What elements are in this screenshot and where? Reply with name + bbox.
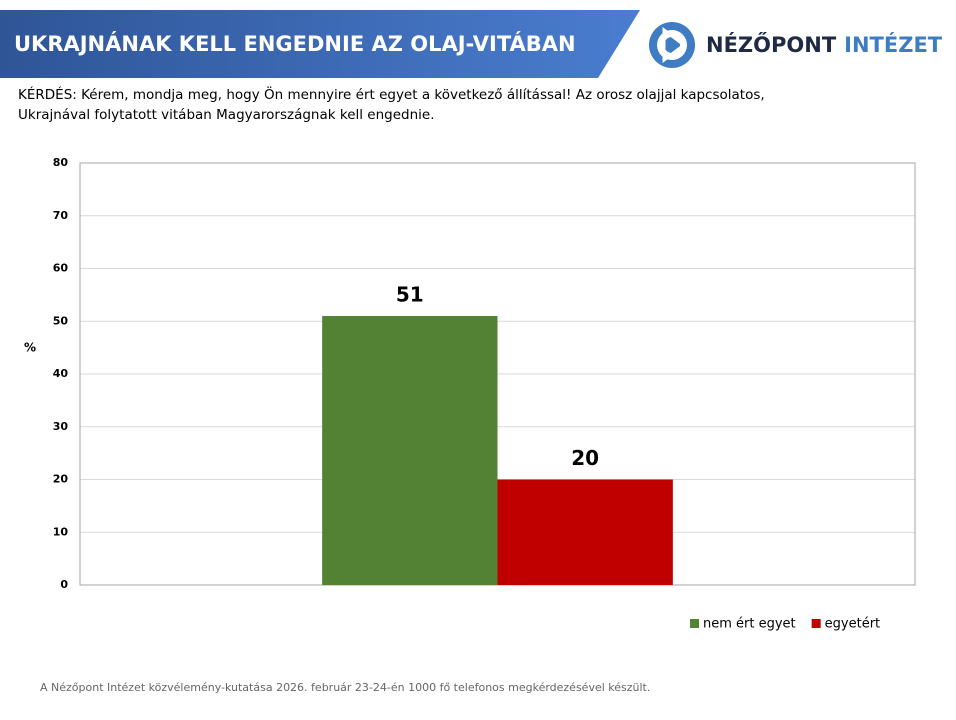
y-tick-label: 30 (53, 420, 69, 433)
data-label: 51 (396, 282, 424, 306)
data-label: 20 (571, 446, 599, 470)
bar (322, 315, 498, 585)
title: UKRAJNÁNAK KELL ENGEDNIE AZ OLAJ-VITÁBAN (14, 31, 576, 56)
bar (497, 479, 673, 585)
question-line: Ukrajnával folytatott vitában Magyarorsz… (18, 107, 435, 123)
y-tick-label: 0 (60, 578, 68, 591)
logo-name-accent: INTÉZET (844, 32, 943, 57)
legend-swatch (811, 619, 821, 628)
logo-name-main: NÉZŐPONT (706, 32, 837, 57)
y-tick-label: 80 (53, 156, 69, 169)
legend-label: egyetért (825, 617, 880, 632)
y-tick-label: 50 (53, 314, 69, 327)
y-tick-label: 20 (53, 473, 69, 486)
legend-label: nem ért egyet (703, 617, 796, 632)
y-axis-label: % (24, 341, 36, 355)
logo-name: NÉZŐPONT INTÉZET (706, 32, 943, 57)
y-tick-label: 60 (53, 262, 69, 275)
y-tick-label: 40 (53, 367, 69, 380)
y-tick-label: 10 (53, 525, 69, 538)
logo-icon (649, 22, 695, 68)
title-banner (0, 10, 640, 78)
footer: A Nézőpont Intézet közvélemény-kutatása … (40, 681, 650, 694)
y-tick-label: 70 (53, 209, 69, 222)
legend-swatch (690, 619, 699, 628)
question-line: KÉRDÉS: Kérem, mondja meg, hogy Ön menny… (18, 85, 765, 103)
